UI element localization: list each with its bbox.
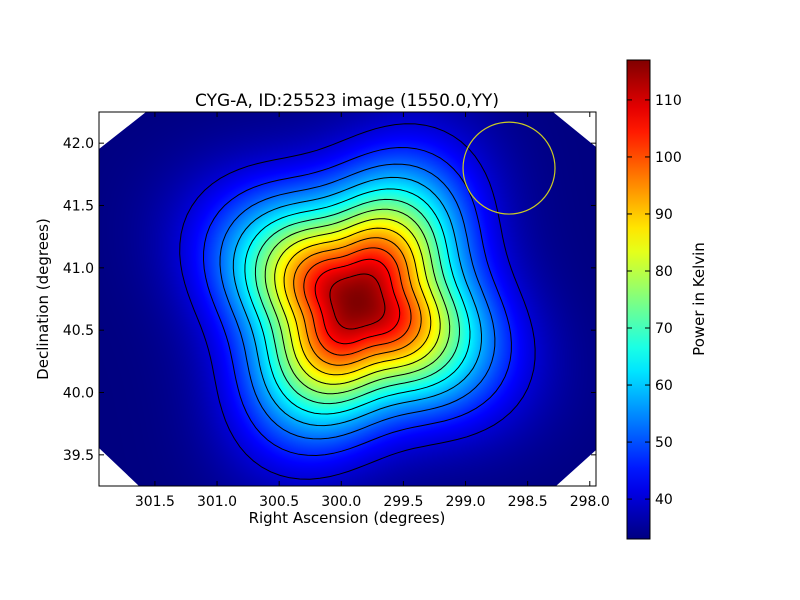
- y-tick-label: 39.5: [63, 448, 94, 464]
- x-tick-label: 300.5: [259, 494, 299, 510]
- colorbar-frame: [626, 59, 651, 540]
- x-tick-label: 301.5: [135, 494, 175, 510]
- contour-line: [293, 237, 422, 366]
- contour-line: [264, 208, 451, 395]
- colorbar-tick-label: 90: [655, 207, 673, 223]
- plot-area: [98, 111, 597, 487]
- contour-line: [303, 247, 412, 356]
- x-tick-label: 301.0: [197, 494, 237, 510]
- x-tick-label: 298.5: [508, 494, 548, 510]
- colorbar-gradient: [627, 60, 650, 539]
- contour-line: [329, 273, 386, 330]
- y-axis: 39.5 40.0 40.5 41.0 41.5 42.0: [63, 136, 596, 464]
- image-edge-mask-top-right: [553, 112, 596, 147]
- colorbar-tick-label: 60: [655, 378, 673, 394]
- chart-title: CYG-A, ID:25523 image (1550.0,YY): [195, 91, 499, 111]
- x-tick-label: 299.5: [383, 494, 423, 510]
- contour-line: [283, 227, 432, 376]
- image-edge-mask-bottom-left: [99, 448, 139, 486]
- colorbar-tick-label: 100: [655, 150, 682, 166]
- x-tick-label: 298.0: [570, 494, 610, 510]
- colorbar-tick-label: 70: [655, 321, 673, 337]
- x-axis-label: Right Ascension (degrees): [249, 509, 446, 527]
- contour-line: [314, 258, 401, 345]
- y-tick-label: 42.0: [63, 136, 94, 152]
- heatmap-image: [99, 112, 596, 486]
- colorbar-ticks: 40 50 60 70 80 90 100 110: [627, 93, 682, 508]
- colorbar-tick-label: 80: [655, 264, 673, 280]
- y-tick-label: 41.5: [63, 199, 94, 215]
- x-tick-label: 299.0: [445, 494, 485, 510]
- contour-line: [254, 198, 461, 405]
- contour-line: [219, 163, 496, 440]
- colorbar-tick-label: 50: [655, 435, 673, 451]
- colorbar-tick-label: 110: [655, 93, 682, 109]
- colorbar: 40 50 60 70 80 90 100 110 Power in Kelvin: [626, 59, 708, 540]
- colorbar-tick-label: 40: [655, 492, 673, 508]
- contour-line: [179, 123, 536, 480]
- colorbar-label: Power in Kelvin: [690, 242, 708, 356]
- contour-line: [274, 218, 441, 385]
- beam-circle: [462, 121, 556, 215]
- contour-lines: [179, 123, 536, 480]
- y-tick-label: 40.5: [63, 323, 94, 339]
- plot-frame: [98, 111, 597, 487]
- image-edge-mask-bottom-right: [556, 450, 596, 486]
- x-tick-label: 300.0: [321, 494, 361, 510]
- y-tick-label: 40.0: [63, 386, 94, 402]
- y-axis-label: Declination (degrees): [34, 218, 52, 380]
- contour-line: [232, 176, 483, 427]
- contour-line: [202, 146, 512, 457]
- x-axis: 301.5 301.0 300.5 300.0 299.5 299.0 298.5 298.0: [135, 112, 610, 510]
- image-edge-mask-top-left: [99, 112, 146, 149]
- y-tick-label: 41.0: [63, 261, 94, 277]
- contour-line: [244, 188, 471, 415]
